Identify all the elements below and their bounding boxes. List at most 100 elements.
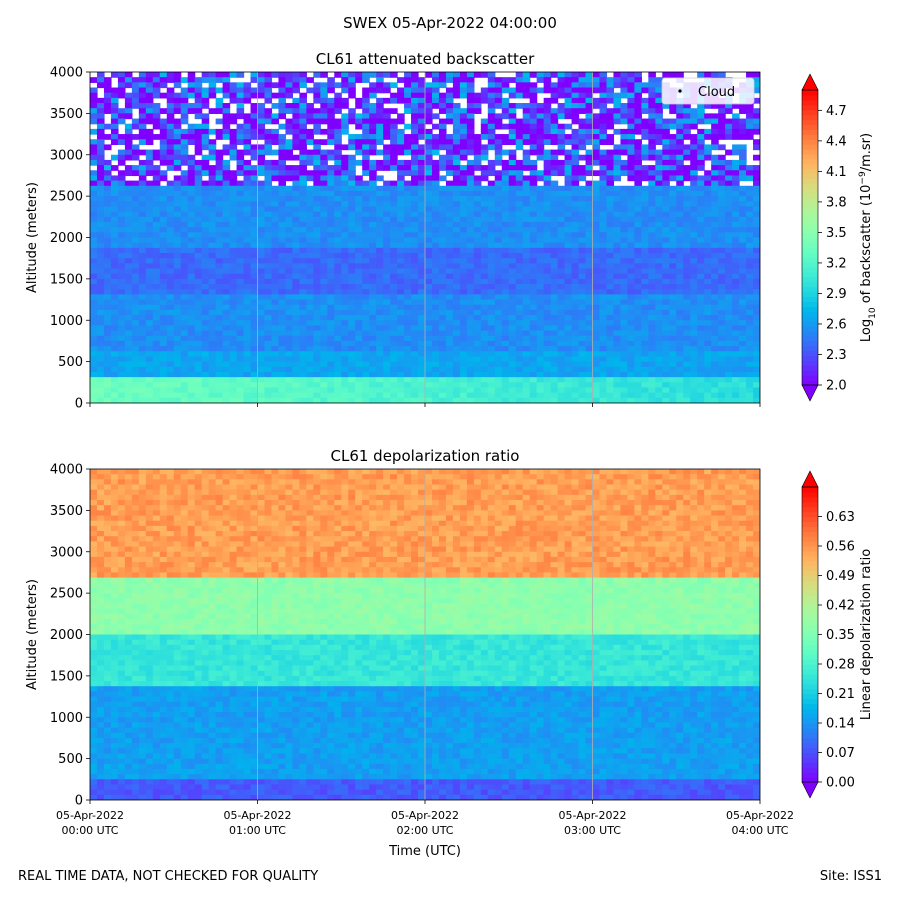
heatmap-cell [550,72,559,78]
heatmap-cell [732,201,740,208]
heatmap-cell [704,149,712,156]
heatmap-cell [522,351,531,358]
heatmap-cell [159,72,168,78]
heatmap-cell [564,92,573,99]
heatmap-cell [201,211,210,218]
heatmap-cell [299,253,307,259]
heatmap-cell [390,180,398,187]
heatmap-cell [459,284,468,290]
heatmap-cell [564,190,573,197]
heatmap-cell [299,144,307,151]
heatmap-cell [334,289,342,295]
heatmap-cell [264,242,273,249]
heatmap-cell [96,175,105,182]
heatmap-cell [613,185,622,192]
heatmap-cell [501,299,510,306]
heatmap-cell [411,237,419,244]
heatmap-cell [320,97,328,104]
heatmap-cell [117,82,126,89]
heatmap-cell [138,247,147,254]
heatmap-cell [466,92,475,99]
heatmap-cell [494,221,503,228]
heatmap-cell [599,77,608,83]
heatmap-cell [425,134,433,140]
heatmap-cell [690,356,698,363]
heatmap-cell [250,206,259,213]
heatmap-cell [110,335,119,342]
heatmap-cell [466,346,475,352]
heatmap-cell [369,211,377,218]
heatmap-cell [292,278,300,285]
heatmap-cell [550,82,559,89]
heatmap-cell [390,134,398,140]
heatmap-cell [257,113,266,120]
heatmap-cell [90,149,98,156]
heatmap-cell [550,232,559,239]
heatmap-cell [690,258,698,264]
heatmap-cell [138,87,147,94]
heatmap-cell [536,118,545,125]
heatmap-cell [571,247,580,254]
heatmap-cell [96,278,105,285]
heatmap-cell [264,253,273,259]
heatmap-cell [404,134,412,140]
heatmap-cell [550,108,559,114]
heatmap-cell [194,185,203,192]
heatmap-cell [480,315,489,321]
heatmap-cell [676,273,684,280]
heatmap-cell [655,351,663,358]
heatmap-cell [487,278,496,285]
heatmap-cell [480,134,489,140]
heatmap-cell [152,196,161,202]
heatmap-cell [229,253,238,259]
heatmap-cell [117,242,126,249]
heatmap-cell [208,196,217,202]
heatmap-cell [508,196,517,202]
heatmap-cell [641,335,649,342]
heatmap-cell [355,242,363,249]
heatmap-cell [404,263,412,270]
heatmap-cell [320,185,328,192]
heatmap-cell [529,128,538,135]
heatmap-cell [627,258,635,264]
heatmap-cell [222,242,231,249]
heatmap-cell [306,190,314,197]
heatmap-cell [515,351,524,358]
heatmap-cell [620,309,628,316]
heatmap-cell [606,330,615,337]
heatmap-cell [257,325,266,332]
heatmap-cell [194,190,203,197]
heatmap-cell [90,144,98,151]
heatmap-cell [732,320,740,327]
heatmap-cell [452,253,461,259]
heatmap-cell [508,175,517,182]
heatmap-cell [138,325,147,332]
heatmap-cell [369,330,377,337]
heatmap-cell [648,72,656,78]
heatmap-cell [634,175,642,182]
heatmap-cell [229,134,238,140]
heatmap-cell [452,103,461,109]
heatmap-cell [732,299,740,306]
heatmap-cell [243,113,252,120]
heatmap-cell [299,103,307,109]
heatmap-cell [571,185,580,192]
heatmap-cell [222,294,231,301]
heatmap-cell [313,304,321,311]
heatmap-cell [452,242,461,249]
heatmap-cell [704,304,712,311]
heatmap-cell [459,144,468,151]
heatmap-cell [753,185,760,192]
heatmap-cell [697,237,705,244]
heatmap-cell [536,320,545,327]
heatmap-cell [201,72,210,78]
heatmap-cell [648,273,656,280]
heatmap-cell [152,149,161,156]
heatmap-cell [697,284,705,290]
heatmap-cell [438,118,447,125]
heatmap-cell [376,253,384,259]
heatmap-cell [662,325,670,332]
heatmap-cell [683,315,691,321]
heatmap-cell [543,185,552,192]
heatmap-cell [376,351,384,358]
